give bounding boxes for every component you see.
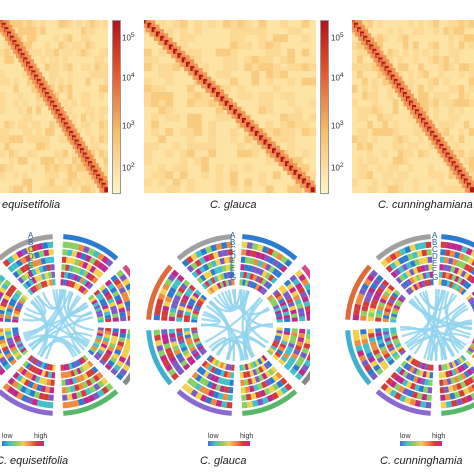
hic-heatmap-1 <box>0 20 108 193</box>
circos-plot-2 <box>146 234 310 416</box>
circos-plot-1 <box>0 234 130 416</box>
colorbar-2 <box>320 20 329 194</box>
species-label-top-3: C. cunninghamiana <box>378 199 473 211</box>
circos-plot-3 <box>345 234 474 416</box>
species-label-top-2: C. glauca <box>210 199 257 211</box>
species-label-bottom-1: C. equisetifolia <box>0 455 69 467</box>
hic-heatmap-2 <box>144 20 316 193</box>
species-label-top-1: equisetifolia <box>2 199 61 211</box>
species-label-bottom-2: C. glauca <box>200 455 247 467</box>
hic-heatmap-3 <box>352 20 474 193</box>
species-label-bottom-3: C. cunninghamia <box>380 455 463 467</box>
colorbar-1 <box>112 20 121 194</box>
